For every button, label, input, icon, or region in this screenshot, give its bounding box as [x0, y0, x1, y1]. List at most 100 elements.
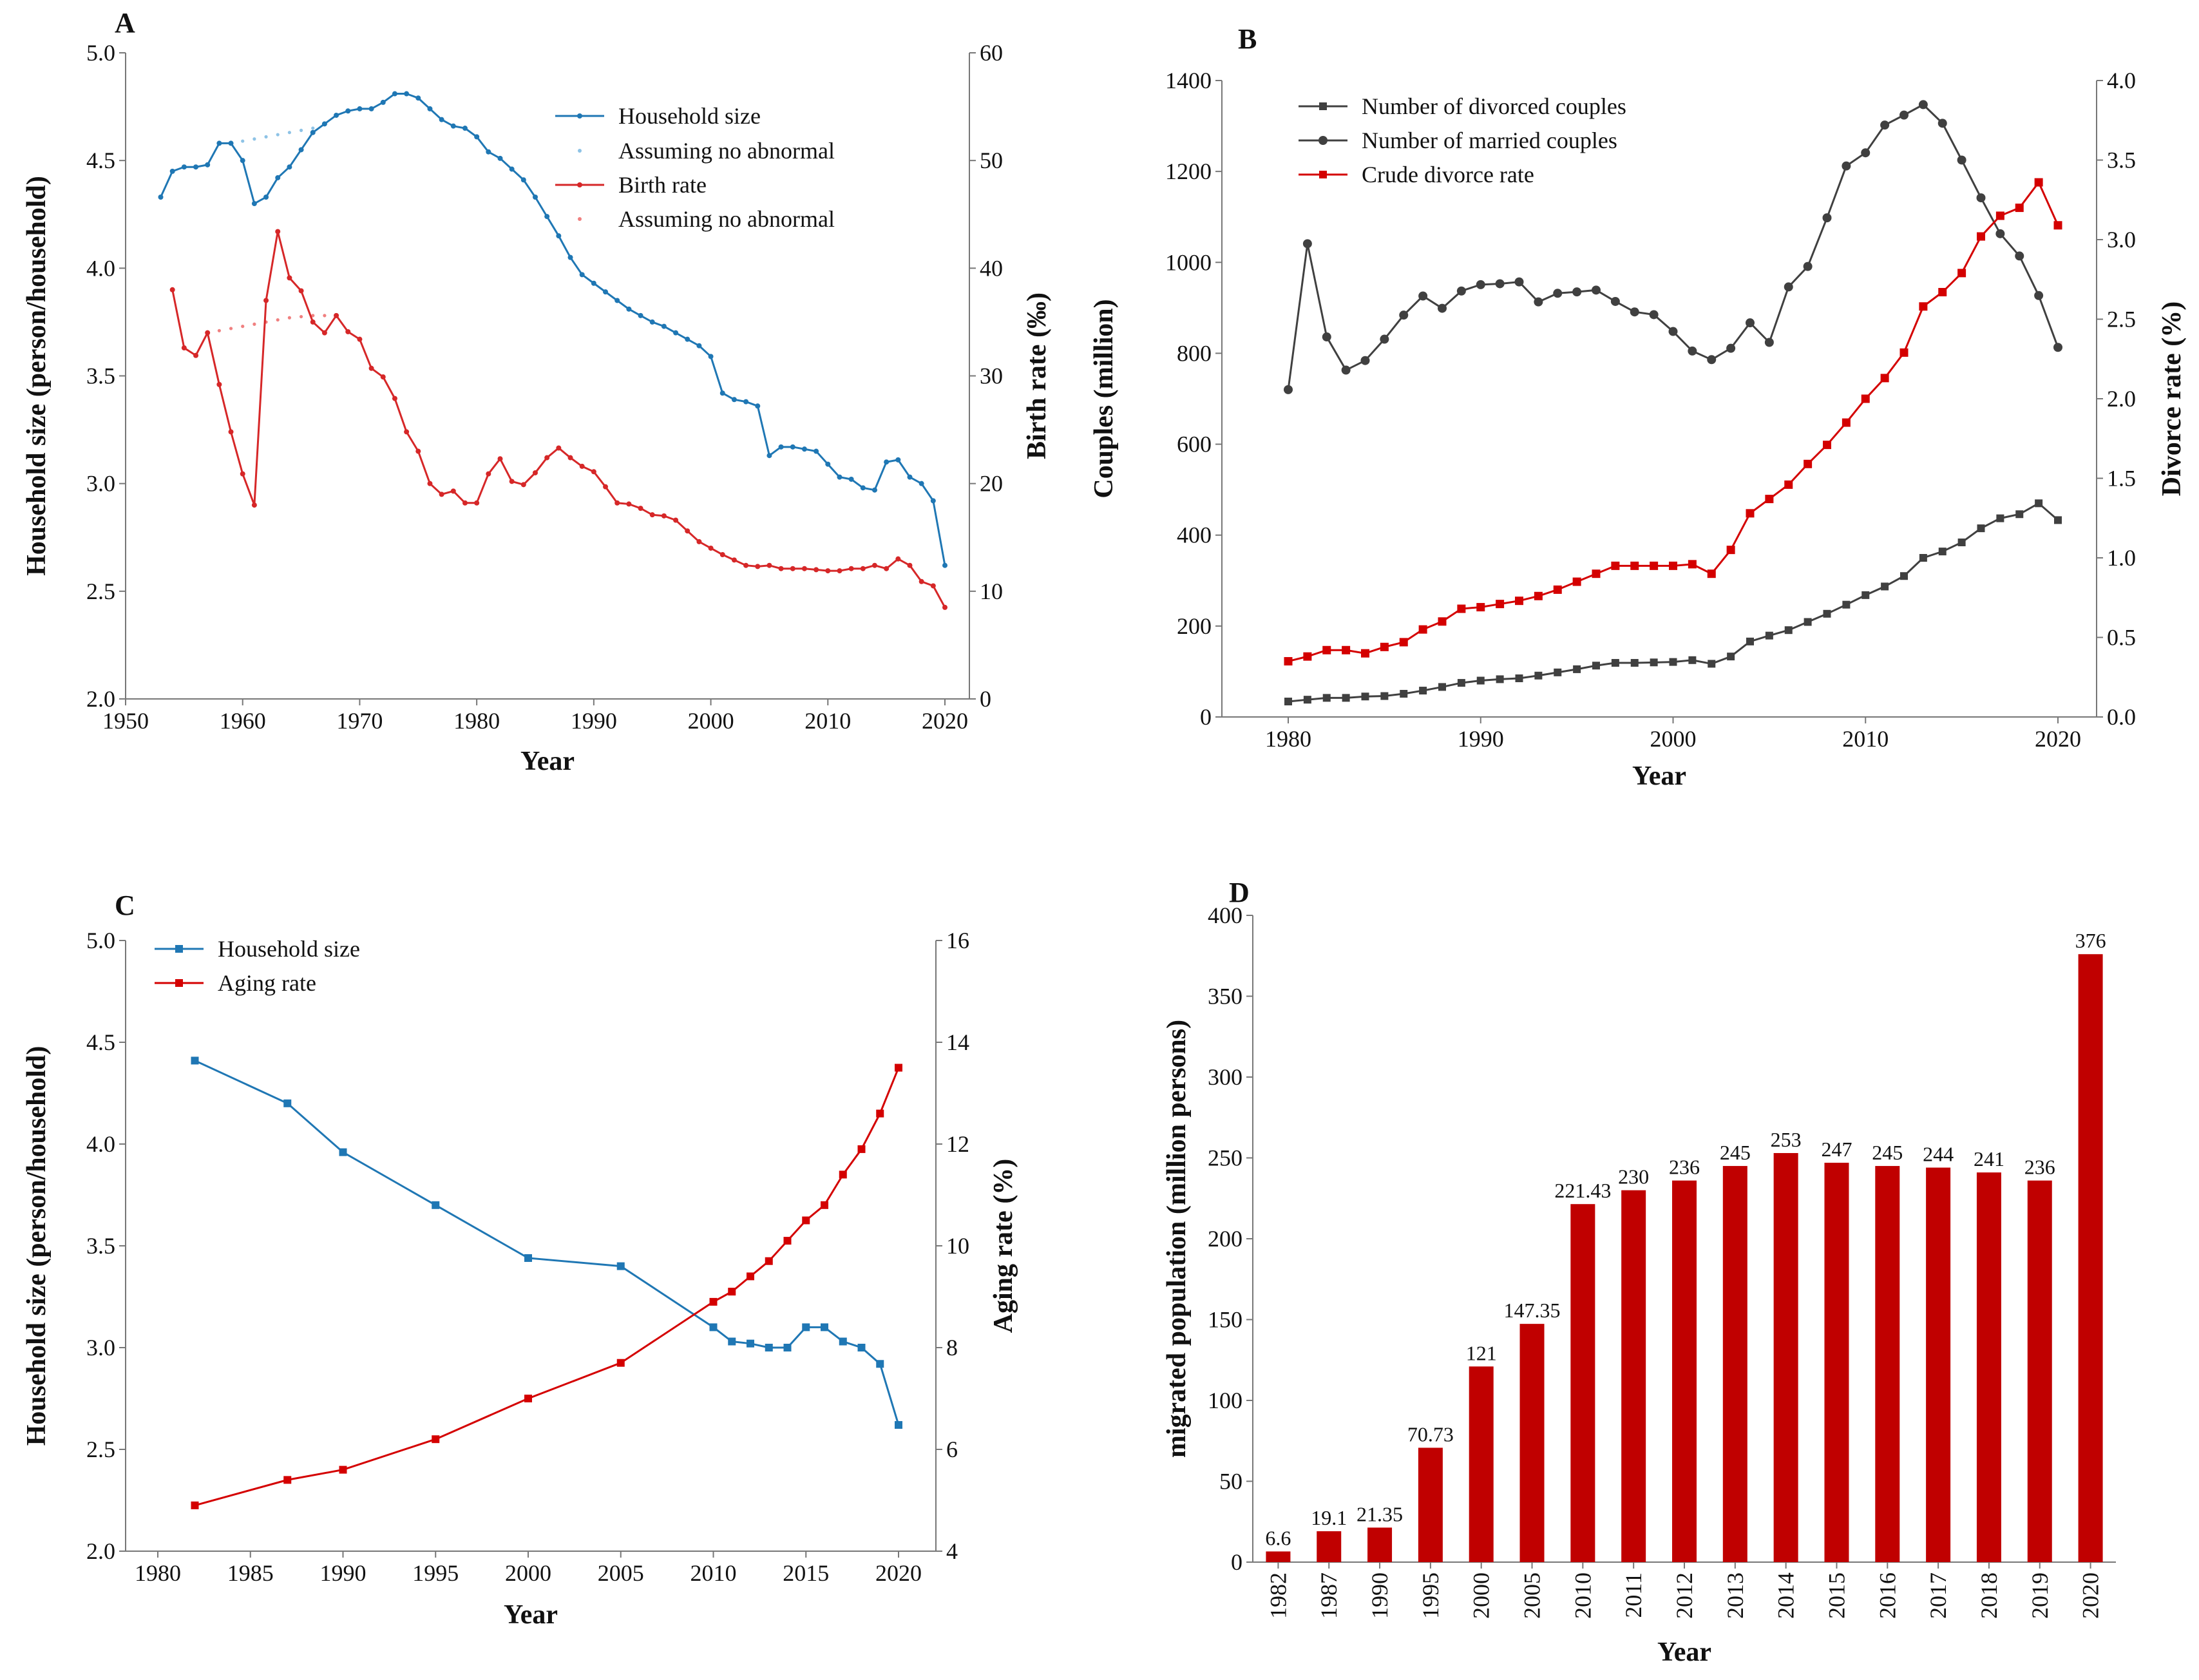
married-couples-point [2015, 251, 2024, 261]
aging-rate-point [802, 1216, 810, 1225]
y-axis-tick-label: 2.0 [86, 686, 115, 712]
assumed-household-size-point [264, 135, 268, 138]
household-size-point [263, 195, 269, 200]
x-axis-tick-label: 1980 [135, 1560, 181, 1586]
birth-rate-point [755, 564, 761, 569]
household-size-point [191, 1056, 199, 1065]
household-size-point [876, 1360, 884, 1368]
household-size-point [509, 166, 515, 172]
x-axis-tick-label: 1990 [1367, 1572, 1393, 1619]
x-axis-title: Year [1657, 1637, 1711, 1667]
divorced-couples-point [2054, 516, 2062, 524]
married-couples-point [1418, 291, 1428, 301]
crude-divorce-rate-point [1765, 495, 1774, 504]
y-axis-tick-label: 300 [1208, 1064, 1242, 1090]
married-couples-point [1688, 346, 1697, 356]
household-size-point [497, 155, 503, 161]
household-size-point [649, 319, 655, 325]
y-axis-tick-label: 1000 [1165, 249, 1212, 275]
divorced-couples-point [1842, 600, 1851, 609]
household-size-legend-marker [175, 945, 183, 953]
x-axis-tick-label: 1995 [412, 1560, 459, 1586]
household-size-point [432, 1201, 440, 1209]
married-couples-point [1284, 385, 1293, 394]
birth-rate-point [884, 566, 890, 571]
divorced-couples-point [1708, 660, 1716, 668]
household-size-point [169, 168, 175, 174]
divorced-couples-point [1861, 591, 1870, 599]
household-size-point [567, 254, 573, 260]
household-size-point [884, 459, 890, 465]
x-axis-tick-label: 1980 [453, 708, 500, 734]
birth-rate-point [357, 336, 363, 342]
y2-axis-tick-label: 2.0 [2107, 386, 2136, 412]
household-size-point [339, 1148, 347, 1156]
household-size-point [283, 1099, 292, 1107]
crude-divorce-rate-point [1592, 569, 1601, 578]
household-size-point [392, 91, 397, 97]
household-size-point [439, 117, 444, 122]
bar-value-label: 376 [2075, 929, 2106, 952]
x-axis-tick-label: 1982 [1265, 1572, 1291, 1619]
household-size-point [205, 162, 211, 167]
married-couples-point [1668, 327, 1678, 336]
household-size-point [801, 446, 807, 452]
y-axis-title: Household size (person/household) [22, 176, 52, 576]
bar-value-label: 6.6 [1265, 1526, 1291, 1549]
birth-rate-point [544, 455, 550, 461]
y2-axis-tick-label: 6 [946, 1437, 958, 1462]
bar-value-label: 253 [1771, 1128, 1802, 1151]
household-size-point [228, 140, 234, 146]
x-axis-tick-label: 2000 [688, 708, 734, 734]
birth-rate-point [825, 568, 831, 574]
divorced-couples-point [1611, 659, 1619, 667]
crude-divorce-rate-point [1804, 459, 1813, 468]
bar-2000 [1469, 1366, 1494, 1562]
household-size-point [310, 129, 316, 135]
aging-rate-line [195, 1067, 900, 1507]
divorced-couples-point [1303, 696, 1311, 704]
y2-axis-title: Birth rate (‰) [1022, 292, 1052, 459]
panel-a: A 2.0 2.5 3.0 3.5 4.0 4.5 5.0 0 10 20 30 40 50 60 1950 1… [22, 7, 1052, 776]
crude-divorce-rate-point [1611, 561, 1620, 570]
aging-rate-point [432, 1435, 440, 1444]
crude-divorce-rate-point [1572, 577, 1581, 586]
household-size-point [450, 123, 456, 129]
birth-rate-point [649, 512, 655, 518]
assumed-birth-rate-point [323, 314, 327, 318]
divorced-couples-point [1476, 676, 1485, 685]
y-axis-tick-label: 200 [1208, 1226, 1242, 1252]
x-axis-tick-label: 1985 [227, 1560, 274, 1586]
divorced-couples-point [1573, 665, 1581, 673]
divorced-couples-point [1630, 659, 1639, 667]
household-size-point [728, 1337, 736, 1346]
divorced-couples-point [1515, 674, 1523, 683]
x-axis-tick-label: 2015 [783, 1560, 829, 1586]
birth-rate-legend-label: Birth rate [618, 172, 707, 198]
household-size-point [462, 126, 468, 131]
bar-2016 [1875, 1166, 1900, 1562]
divorced-couples-point [1919, 554, 1927, 562]
household-size-point [474, 134, 480, 140]
married-couples-legend-label: Number of married couples [1362, 128, 1617, 153]
bar-2020 [2078, 954, 2103, 1562]
married-couples-point [1476, 280, 1485, 289]
aging-rate-point [857, 1145, 866, 1153]
married-couples-point [1630, 307, 1639, 317]
married-couples-point [1899, 110, 1909, 120]
birth-rate-point [567, 455, 573, 461]
household-size-point [486, 149, 491, 155]
x-axis-tick-label: 2020 [922, 708, 968, 734]
x-axis-tick-label: 2010 [1570, 1572, 1595, 1619]
bar-value-label: 247 [1821, 1138, 1852, 1161]
aging-rate-point [616, 1359, 625, 1367]
x-axis-tick-label: 2010 [690, 1560, 737, 1586]
household-size-point [839, 1337, 847, 1346]
y-axis-tick-label: 4.5 [86, 148, 115, 173]
married-couples-point [1995, 229, 2005, 238]
household-size-point [415, 95, 421, 101]
assumed-birth-rate-point [311, 314, 315, 318]
birth-rate-point [895, 556, 901, 562]
crude-divorce-rate-point [1957, 269, 1966, 278]
household-size-point [345, 108, 351, 114]
